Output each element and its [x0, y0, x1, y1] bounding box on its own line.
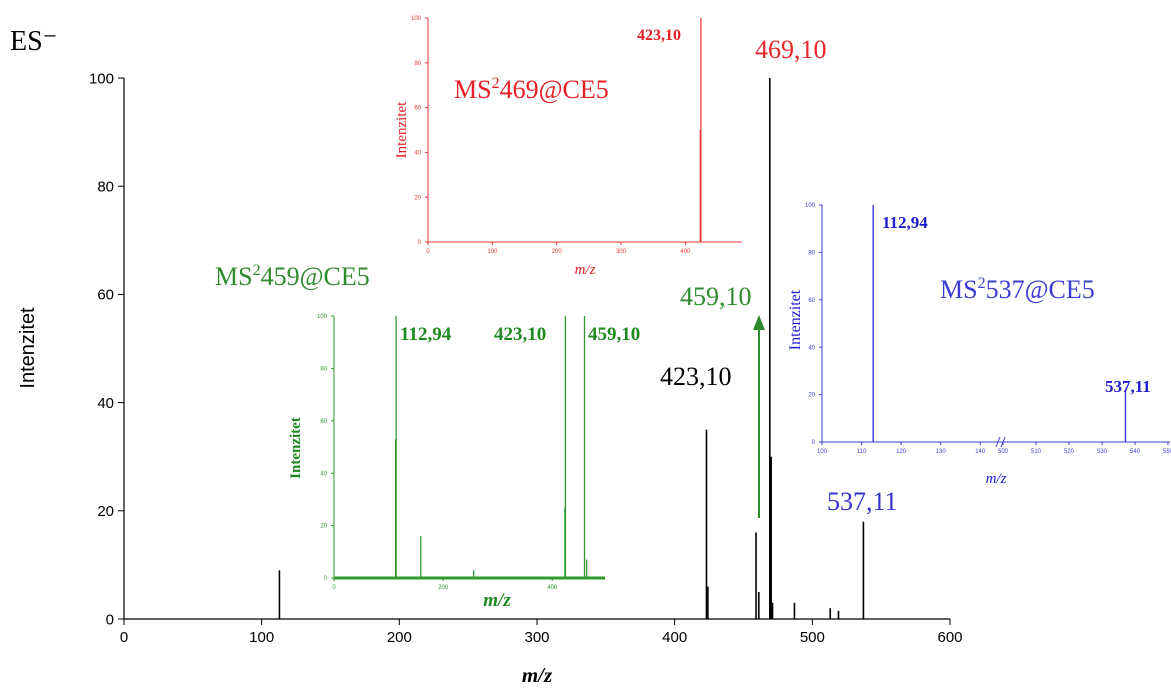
inset-537-x-tick-label: 550	[1163, 449, 1171, 455]
main-x-tick-label: 600	[937, 629, 962, 646]
main-peaks	[278, 78, 865, 619]
main-y-tick-label: 80	[97, 178, 114, 195]
inset-537-y-tick-label: 40	[808, 345, 815, 351]
annotation-537: 537,11	[827, 487, 898, 516]
inset-537-y-tick-label: 100	[805, 203, 816, 209]
inset-537-x-tick-label: 110	[857, 449, 867, 455]
inset-459-y-tick-label: 0	[324, 576, 328, 582]
inset-537-y-label: Intenzitet	[787, 289, 804, 350]
main-y-tick-label: 60	[97, 287, 114, 304]
inset-537-x-tick-label: 130	[936, 449, 947, 455]
inset-469-x-tick-label: 400	[680, 249, 691, 255]
annotation-459: 459,10	[680, 282, 752, 311]
main-x-tick-label: 500	[800, 629, 825, 646]
inset-537-background	[790, 195, 1170, 485]
inset-459-y-tick-label: 80	[320, 367, 327, 373]
inset-ms2-537: 0 20 40 60 80 100 100 110 120 130 140 500 510 520 530…	[787, 195, 1171, 487]
ion-mode-label: ES⁻	[10, 26, 57, 57]
inset-459-x-label: m/z	[483, 590, 511, 611]
inset-537-annotation-537: 537,11	[1105, 377, 1151, 396]
main-x-tick-label: 100	[249, 629, 274, 646]
inset-469-x-tick-label: 100	[487, 249, 498, 255]
inset-469-peaks	[699, 18, 702, 242]
inset-537-y-tick-label: 20	[808, 393, 815, 399]
annotation-423: 423,10	[660, 362, 732, 391]
main-y-tick-label: 20	[97, 503, 114, 520]
inset-ms2-469: 0 20 40 60 80 100 0 100 200 300 400 Intenzitet m/…	[394, 16, 742, 278]
inset-537-x-tick-label: 510	[1031, 449, 1042, 455]
main-y-label: Intenzitet	[17, 307, 39, 389]
inset-537-x-tick-label: 530	[1097, 449, 1108, 455]
inset-537-x-tick-label: 540	[1130, 449, 1141, 455]
inset-459-annotation-112: 112,94	[400, 324, 452, 345]
main-y-ticks: 0 20 40 60 80 100	[89, 70, 124, 628]
inset-469-y-tick-label: 40	[414, 151, 421, 157]
inset-459-y-label: Intenzitet	[288, 417, 304, 479]
inset-537-y-tick-label: 80	[808, 251, 815, 257]
inset-537-x-label: m/z	[986, 471, 1007, 487]
inset-459-y-tick-label: 20	[320, 524, 327, 530]
inset-459-y-tick-label: 100	[317, 314, 328, 320]
inset-469-y-tick-label: 0	[418, 240, 422, 246]
inset-537-title: MS2537@CE5	[940, 275, 1095, 304]
inset-537-x-ticks: 100 110 120 130 140 500 510 520 530 540 550	[817, 442, 1171, 455]
main-x-label: m/z	[522, 663, 553, 687]
main-x-tick-label: 300	[524, 629, 549, 646]
inset-537-x-tick-label: 140	[975, 449, 986, 455]
main-x-ticks: 0 100 200 300 400 500 600	[120, 619, 963, 646]
inset-469-x-tick-label: 200	[552, 249, 563, 255]
inset-459-x-tick-label: 200	[438, 585, 449, 591]
main-x-tick-label: 400	[662, 629, 687, 646]
inset-459-annotation-423: 423,10	[494, 324, 546, 345]
inset-469-x-label: m/z	[575, 262, 596, 278]
inset-469-y-label: Intenzitet	[394, 101, 410, 158]
inset-459-x-tick-label: 400	[547, 585, 558, 591]
inset-537-x-tick-label: 100	[817, 449, 828, 455]
inset-459-x-tick-label: 0	[332, 585, 336, 591]
inset-459-background	[310, 310, 610, 600]
precursor-arrow	[753, 315, 765, 518]
inset-537-y-tick-label: 60	[808, 298, 815, 304]
inset-537-annotation-112: 112,94	[882, 213, 928, 232]
inset-ms2-459: MS2459@CE5 0 20 40 60 80 100 0 200 400 Intenzit…	[215, 262, 640, 611]
inset-469-annotation-423: 423,10	[637, 27, 681, 44]
inset-459-y-tick-label: 40	[320, 471, 327, 477]
inset-537-x-tick-label: 120	[896, 449, 907, 455]
main-y-tick-label: 40	[97, 395, 114, 412]
inset-459-y-tick-label: 60	[320, 419, 327, 425]
main-x-tick-label: 200	[387, 629, 412, 646]
inset-459-x-ticks: 0 200 400	[332, 578, 558, 591]
inset-469-x-ticks: 0 100 200 300 400	[426, 242, 691, 255]
inset-537-x-tick-label: 520	[1064, 449, 1075, 455]
inset-459-title: MS2459@CE5	[215, 262, 370, 291]
inset-537-x-tick-label: 500	[998, 449, 1009, 455]
inset-537-y-ticks: 0 20 40 60 80 100	[805, 203, 822, 446]
inset-469-y-ticks: 0 20 40 60 80 100	[411, 16, 428, 246]
inset-469-y-tick-label: 20	[414, 195, 421, 201]
inset-459-annotation-459: 459,10	[588, 324, 640, 345]
inset-459-peaks	[394, 316, 588, 578]
inset-537-peaks	[872, 205, 1127, 442]
inset-469-title: MS2469@CE5	[454, 75, 609, 104]
inset-469-x-tick-label: 0	[426, 249, 430, 255]
annotation-469: 469,10	[755, 35, 827, 64]
inset-537-axis-break	[995, 436, 1006, 448]
inset-469-y-tick-label: 60	[414, 106, 421, 112]
main-y-tick-label: 100	[89, 70, 114, 87]
main-x-tick-label: 0	[120, 629, 128, 646]
inset-469-y-tick-label: 80	[414, 61, 421, 67]
main-y-tick-label: 0	[106, 611, 114, 628]
inset-469-x-tick-label: 300	[616, 249, 627, 255]
inset-469-y-tick-label: 100	[411, 16, 422, 22]
inset-537-y-tick-label: 0	[812, 440, 816, 446]
inset-469-background	[420, 18, 740, 243]
